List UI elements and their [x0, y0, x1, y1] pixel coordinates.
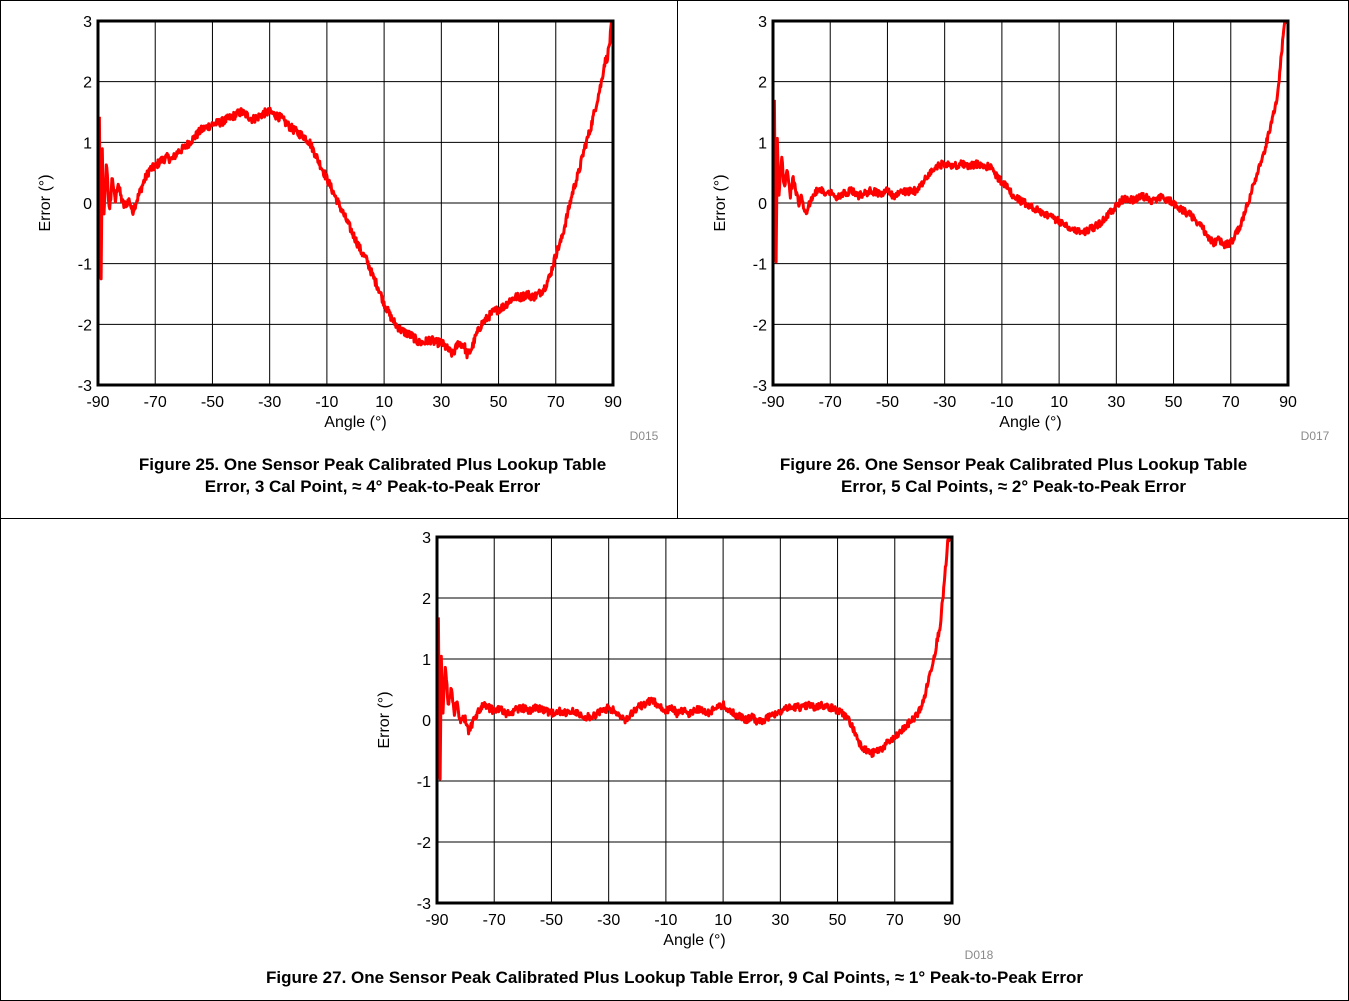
y-tick-label: -1: [417, 774, 431, 791]
x-tick-label: -90: [86, 394, 109, 411]
plot-border: [96, 19, 615, 387]
x-tick-label: 50: [829, 912, 847, 929]
x-axis-label: Angle (°): [999, 414, 1061, 431]
x-tick-label: -50: [876, 394, 899, 411]
x-tick-label: -10: [315, 394, 338, 411]
x-tick-label: 90: [1279, 394, 1297, 411]
chart-figure-27: -90 -70 -50 -30 -10 10 30 50 70 90-3-2-10123Angle…: [376, 530, 994, 962]
y-tick-label: -1: [78, 257, 92, 274]
y-tick-label: -3: [417, 896, 431, 913]
x-tick-label: 70: [1222, 394, 1240, 411]
x-tick-label: -50: [540, 912, 563, 929]
x-tick-label: 10: [1050, 394, 1068, 411]
y-tick-label: 2: [83, 75, 92, 92]
y-tick-label: -3: [753, 378, 767, 395]
y-tick-label: 0: [422, 713, 431, 730]
y-tick-label: -2: [417, 835, 431, 852]
y-tick-label: 1: [83, 135, 92, 152]
x-axis-label: Angle (°): [324, 414, 386, 431]
x-tick-label: 30: [1107, 394, 1125, 411]
y-tick-label: 0: [83, 196, 92, 213]
x-tick-label: 30: [771, 912, 789, 929]
x-tick-label: 70: [547, 394, 565, 411]
figure-25-caption: Figure 25. One Sensor Peak Calibrated Pl…: [0, 454, 745, 498]
x-tick-label: -90: [425, 912, 448, 929]
figure-26: -90 -70 -50 -30 -10 10 30 50 70 90 -3 -2 -1 0 1 2 3 Angle…: [678, 0, 1349, 518]
x-tick-label: -10: [990, 394, 1013, 411]
y-tick-label: 3: [422, 530, 431, 547]
y-axis-label: Error (°): [376, 691, 393, 748]
figure-26-caption-line1: Figure 26. One Sensor Peak Calibrated Pl…: [779, 455, 1248, 474]
y-tick-label: 0: [758, 196, 767, 213]
x-axis-label: Angle (°): [663, 932, 725, 949]
plot-border: [435, 535, 954, 905]
figure-code: D017: [1301, 429, 1330, 443]
y-tick-label: 3: [758, 14, 767, 31]
y-tick-label: 2: [758, 75, 767, 92]
y-axis-label: Error (°): [37, 174, 54, 231]
y-tick-label: -2: [78, 317, 92, 334]
x-tick-label: -70: [819, 394, 842, 411]
frame-divider-horizontal: [0, 518, 1349, 519]
figure-code: D015: [630, 429, 659, 443]
y-tick-label: 1: [758, 135, 767, 152]
figure-25-caption-line2: Error, 3 Cal Point, ≈ 4° Peak-to-Peak Er…: [204, 477, 541, 496]
figure-27-caption-line1: Figure 27. One Sensor Peak Calibrated Pl…: [266, 968, 1083, 987]
x-tick-label: 70: [886, 912, 904, 929]
figure-25-caption-line1: Figure 25. One Sensor Peak Calibrated Pl…: [138, 455, 607, 474]
figure-26-caption-line2: Error, 5 Cal Points, ≈ 2° Peak-to-Peak E…: [841, 477, 1186, 496]
x-tick-label: -30: [258, 394, 281, 411]
figure-25: -90 -70 -50 -30 -10 10 30 50 70 90 -3 -2 -1 0 1 2 3 Angle…: [0, 0, 677, 518]
y-tick-label: 3: [83, 14, 92, 31]
y-tick-label: -1: [753, 257, 767, 274]
y-tick-label: -2: [753, 317, 767, 334]
x-tick-label: -70: [144, 394, 167, 411]
x-tick-label: -70: [483, 912, 506, 929]
x-tick-label: 10: [714, 912, 732, 929]
error-series-line: [436, 535, 952, 781]
x-tick-label: 50: [490, 394, 508, 411]
figure-27-caption: Figure 27. One Sensor Peak Calibrated Pl…: [0, 967, 1349, 989]
x-tick-label: -90: [761, 394, 784, 411]
x-tick-label: -50: [201, 394, 224, 411]
x-tick-label: 50: [1165, 394, 1183, 411]
y-tick-label: 1: [422, 652, 431, 669]
chart-figure-26: -90 -70 -50 -30 -10 10 30 50 70 90-3-2-10123Angle…: [712, 14, 1330, 443]
x-tick-label: 90: [604, 394, 622, 411]
y-tick-label: 2: [422, 591, 431, 608]
error-series-line: [97, 20, 614, 360]
x-tick-label: -30: [933, 394, 956, 411]
x-tick-label: -10: [654, 912, 677, 929]
figure-code: D018: [965, 948, 994, 962]
x-tick-label: -30: [597, 912, 620, 929]
frame-divider-vertical: [677, 0, 678, 519]
error-series-line: [772, 19, 1288, 264]
chart-figure-25: -90 -70 -50 -30 -10 10 30 50 70 90-3-2-10123Angle…: [37, 14, 659, 443]
x-tick-label: 90: [943, 912, 961, 929]
figure-26-caption: Figure 26. One Sensor Peak Calibrated Pl…: [678, 454, 1349, 498]
x-tick-label: 30: [432, 394, 450, 411]
y-axis-label: Error (°): [712, 174, 729, 231]
figure-27: -90 -70 -50 -30 -10 10 30 50 70 90 -3 -2 -1 0 1 2 3 Angle…: [0, 519, 1349, 1001]
x-tick-label: 10: [375, 394, 393, 411]
y-tick-label: -3: [78, 378, 92, 395]
plot-border: [771, 19, 1290, 387]
